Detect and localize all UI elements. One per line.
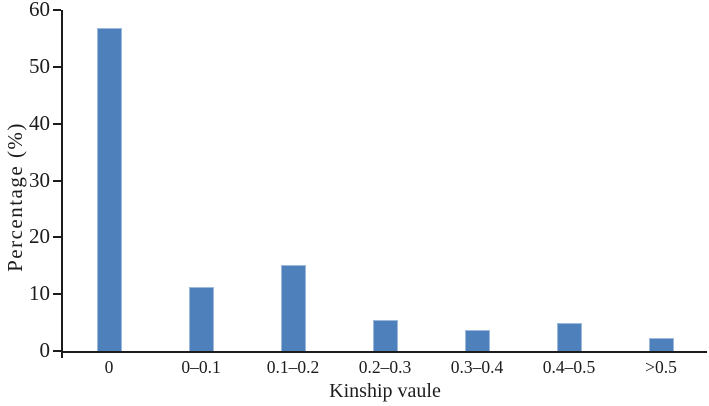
bar-0.1–0.2	[281, 265, 306, 351]
x-axis-title: Kinship vaule	[329, 380, 441, 402]
bar-0.4–0.5	[557, 323, 582, 351]
y-tick-label: 50	[29, 53, 50, 78]
y-tick-mark	[53, 350, 61, 352]
y-tick-label: 40	[29, 110, 50, 135]
y-tick-mark	[53, 236, 61, 239]
y-tick-mark	[53, 293, 61, 296]
bar->0.5	[649, 338, 674, 351]
x-tick-label: 0.2–0.3	[358, 357, 412, 377]
y-tick-label: 30	[29, 167, 50, 192]
x-tick-label: 0–0.1	[181, 357, 221, 377]
y-tick-label: 0	[39, 338, 51, 362]
y-tick-label: 10	[29, 281, 50, 306]
bar-0	[97, 28, 122, 351]
x-tick-label: 0	[104, 357, 114, 377]
y-tick-mark	[53, 9, 61, 11]
x-tick-label: 0.1–0.2	[266, 357, 320, 377]
y-tick-mark	[53, 122, 61, 125]
y-tick-mark	[53, 179, 61, 182]
x-tick-label: 0.4–0.5	[542, 357, 596, 377]
y-tick-label: 60	[29, 0, 50, 21]
x-tick-label: 0.3–0.4	[450, 357, 504, 377]
bar-0.2–0.3	[373, 320, 398, 351]
x-tick-label: >0.5	[645, 357, 677, 377]
bar-0–0.1	[189, 287, 214, 351]
y-tick-label: 20	[29, 224, 50, 249]
x-axis-line	[61, 351, 707, 353]
bar-0.3–0.4	[465, 330, 490, 351]
y-axis-line	[61, 10, 63, 358]
y-tick-mark	[53, 65, 61, 68]
